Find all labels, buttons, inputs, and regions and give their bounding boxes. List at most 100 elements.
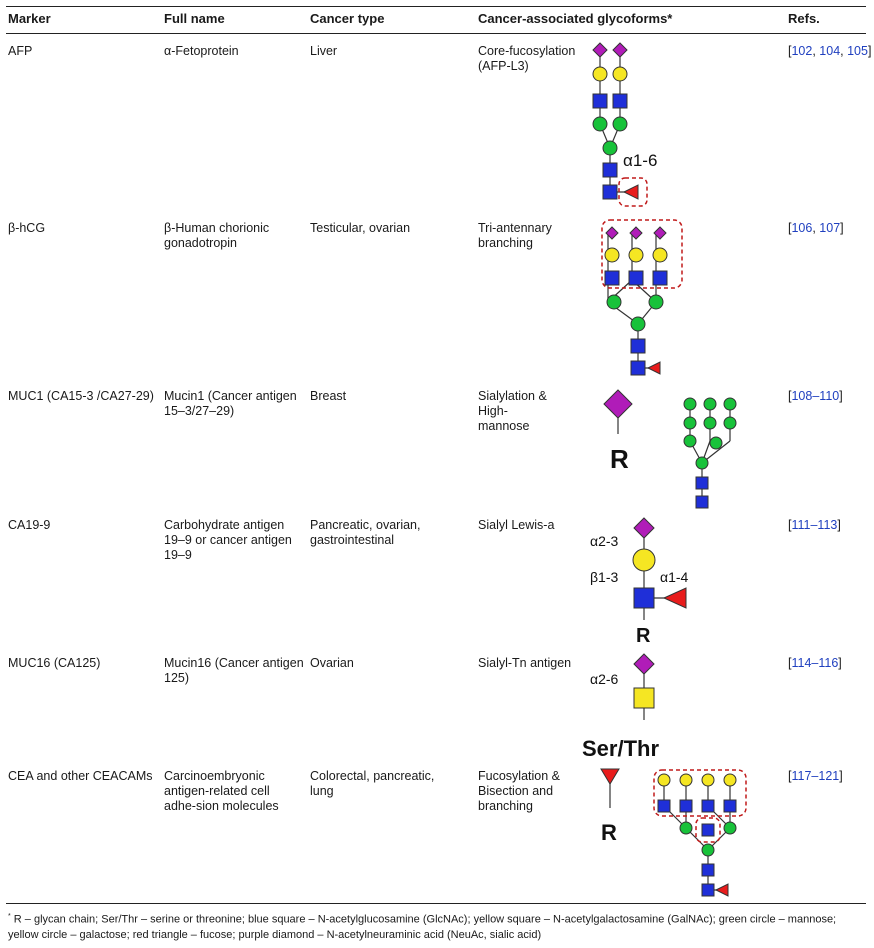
mannose-circle [612,116,628,132]
mannose-circle [709,436,723,450]
neuac-diamond [605,226,619,240]
glcnac-square [679,799,693,813]
glcnac-square [630,360,646,376]
linkage-label: α2-3 [590,533,619,549]
header-cancer-type: Cancer type [310,11,385,26]
ref-link[interactable]: 107 [819,221,841,235]
fucose-triangle [662,587,687,609]
glcnac-square [701,799,715,813]
ref-link[interactable]: 102 [791,44,813,58]
fucose-triangle [600,768,620,785]
row-cea-refs: [117–121] [788,769,843,783]
ref-link[interactable]: 114–116 [791,656,839,670]
glcnac-square [695,495,709,509]
ref-link[interactable]: 117–121 [791,769,840,783]
linkage-label: α2-6 [590,671,619,687]
mannose-circle [630,316,646,332]
galactose-circle [628,247,644,263]
row-muc1-glycoform: Sialylation & High-mannose [478,389,547,433]
mannose-circle [695,456,709,470]
ref-link[interactable]: 111–113 [791,518,838,532]
mannose-circle [723,397,737,411]
r-label: R [601,820,617,845]
mannose-circle [723,416,737,430]
neuac-diamond [633,653,655,675]
glcnac-square [652,270,668,286]
table-header-rule [6,33,866,34]
galactose-circle [632,548,656,572]
neuac-diamond [603,389,633,419]
galactose-circle [652,247,668,263]
fucose-triangle [646,361,661,375]
glcnac-square [701,823,715,837]
row-muc16-marker: MUC16 (CA125) [8,656,101,670]
linkage-label: α1-6 [623,151,657,170]
mannose-circle [723,821,737,835]
galactose-circle [612,66,628,82]
row-afp-full-name: α-Fetoprotein [164,44,239,58]
row-muc16-cancer-type: Ovarian [310,656,354,670]
row-afp-refs: [102, 104, 105] [788,44,872,58]
galactose-circle [723,773,737,787]
neuac-diamond [592,42,608,58]
row-ca199-cancer-type: Pancreatic, ovarian, gastrointestinal [310,518,421,547]
ref-link[interactable]: 106 [791,221,813,235]
neuac-diamond [653,226,667,240]
mannose-circle [683,397,697,411]
glcnac-square [604,270,620,286]
row-muc1-full-name: Mucin1 (Cancer antigen 15–3/27–29) [164,389,297,418]
mannose-circle [703,416,717,430]
hcg-glycan-structure [601,219,683,376]
header-glycoforms: Cancer-associated glycoforms* [478,11,673,26]
mannose-circle [701,843,715,857]
row-muc1-marker: MUC1 (CA15-3 /CA27-29) [8,389,154,403]
neuac-diamond [629,226,643,240]
glcnac-square [723,799,737,813]
ca199-glycan-structure: α2-3 β1-3 α1-4 R [590,517,689,647]
row-ca199-full-name: Carbohydrate antigen 19–9 or cancer anti… [164,518,292,562]
ref-link[interactable]: 105 [847,44,868,58]
r-label: R [610,444,629,474]
row-muc16-glycoform: Sialyl-Tn antigen [478,656,572,670]
row-afp-glycoform: Core-fucosylation (AFP-L3) [478,44,576,73]
glcnac-square [695,476,709,490]
row-muc1-refs: [108–110] [788,389,843,403]
linkage-label: β1-3 [590,569,619,585]
row-hcg-cancer-type: Testicular, ovarian [310,221,411,235]
glcnac-square [630,338,646,354]
galactose-circle [701,773,715,787]
mannose-circle [679,821,693,835]
muc1-glycan-structure: R [603,389,737,509]
mannose-circle [606,294,622,310]
table-top-rule [6,6,866,7]
row-cea-marker: CEA and other CEACAMs [8,769,153,783]
glcnac-square [701,883,715,897]
row-hcg-marker: β-hCG [8,221,46,235]
row-muc1-cancer-type: Breast [310,389,347,403]
mannose-circle [648,294,664,310]
row-cea-glycoform: Fucosylation & Bisection and branching [478,769,560,813]
footnote-text: R – glycan chain; Ser/Thr – serine or th… [8,913,837,941]
glcnac-square [701,863,715,877]
afp-glycan-structure: α1-6 [592,42,657,207]
ser-thr-label: Ser/Thr [582,736,659,761]
ref-link[interactable]: 104 [819,44,841,58]
header-refs: Refs. [788,11,820,26]
linkage-label: α1-4 [660,569,689,585]
row-afp-marker: AFP [8,44,33,58]
galactose-circle [657,773,671,787]
glcnac-square [628,270,644,286]
fucose-triangle [622,184,639,200]
row-cea-cancer-type: Colorectal, pancreatic, lung [310,769,435,798]
glcnac-square [602,162,618,178]
glcnac-square [657,799,671,813]
highlight-box [601,219,683,289]
row-muc16-full-name: Mucin16 (Cancer antigen 125) [164,656,304,685]
muc16-glycan-structure: α2-6 Ser/Thr [582,653,659,761]
ref-link[interactable]: 108–110 [791,389,840,403]
mannose-circle [703,397,717,411]
row-hcg-full-name: β-Human chorionic gonadotropin [164,221,270,250]
row-hcg-glycoform: Tri-antennary branching [478,221,552,250]
header-marker: Marker [8,11,51,26]
galactose-circle [679,773,693,787]
